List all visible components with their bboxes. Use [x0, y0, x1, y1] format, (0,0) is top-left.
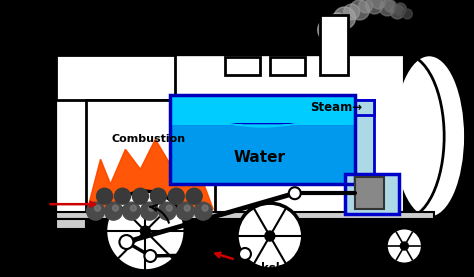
- Polygon shape: [88, 139, 213, 209]
- Circle shape: [358, 0, 373, 13]
- Bar: [355, 100, 374, 199]
- Bar: [86, 100, 215, 214]
- Text: Piston: Piston: [351, 219, 392, 232]
- Circle shape: [394, 3, 406, 15]
- Circle shape: [202, 205, 208, 211]
- Circle shape: [119, 235, 133, 249]
- Circle shape: [112, 205, 118, 211]
- Bar: [56, 55, 175, 100]
- Text: Combustion: Combustion: [111, 134, 185, 144]
- Bar: [355, 100, 374, 114]
- Circle shape: [184, 205, 190, 211]
- Circle shape: [168, 188, 184, 204]
- Circle shape: [318, 18, 342, 42]
- Circle shape: [401, 242, 408, 250]
- Bar: [56, 219, 86, 229]
- Bar: [270, 57, 305, 75]
- Text: Steam→: Steam→: [310, 101, 362, 114]
- Bar: [345, 174, 400, 214]
- Circle shape: [384, 0, 396, 12]
- Circle shape: [140, 226, 150, 236]
- Circle shape: [237, 203, 303, 269]
- Circle shape: [145, 250, 156, 262]
- Circle shape: [87, 202, 105, 220]
- Bar: [319, 15, 347, 75]
- FancyBboxPatch shape: [56, 55, 404, 219]
- Circle shape: [391, 5, 404, 19]
- Text: Coal: Coal: [16, 198, 95, 211]
- Circle shape: [372, 0, 385, 9]
- Circle shape: [365, 0, 383, 14]
- Circle shape: [344, 4, 359, 20]
- Circle shape: [349, 0, 369, 20]
- Text: Crankshaft: Crankshaft: [216, 253, 303, 275]
- Circle shape: [95, 205, 100, 211]
- Ellipse shape: [394, 56, 464, 217]
- Circle shape: [122, 202, 140, 220]
- Circle shape: [334, 7, 356, 29]
- Circle shape: [402, 9, 412, 19]
- Circle shape: [176, 202, 194, 220]
- Circle shape: [150, 188, 166, 204]
- Bar: [170, 95, 355, 124]
- Circle shape: [328, 13, 346, 31]
- Circle shape: [239, 248, 251, 260]
- Circle shape: [140, 202, 158, 220]
- Circle shape: [105, 202, 122, 220]
- Bar: [355, 177, 384, 209]
- Bar: [170, 124, 355, 184]
- Circle shape: [115, 188, 130, 204]
- Circle shape: [148, 205, 155, 211]
- Circle shape: [186, 188, 202, 204]
- Bar: [56, 212, 434, 219]
- Circle shape: [106, 191, 185, 271]
- Circle shape: [265, 231, 275, 241]
- Circle shape: [386, 228, 422, 264]
- Circle shape: [132, 188, 148, 204]
- Circle shape: [130, 205, 137, 211]
- Bar: [225, 57, 260, 75]
- Circle shape: [194, 202, 212, 220]
- Circle shape: [289, 187, 301, 199]
- Bar: [355, 184, 374, 199]
- Circle shape: [97, 188, 112, 204]
- Bar: [170, 95, 355, 184]
- Circle shape: [166, 205, 172, 211]
- Text: Water: Water: [234, 150, 286, 165]
- Circle shape: [379, 0, 395, 16]
- Circle shape: [158, 202, 176, 220]
- Polygon shape: [88, 139, 213, 209]
